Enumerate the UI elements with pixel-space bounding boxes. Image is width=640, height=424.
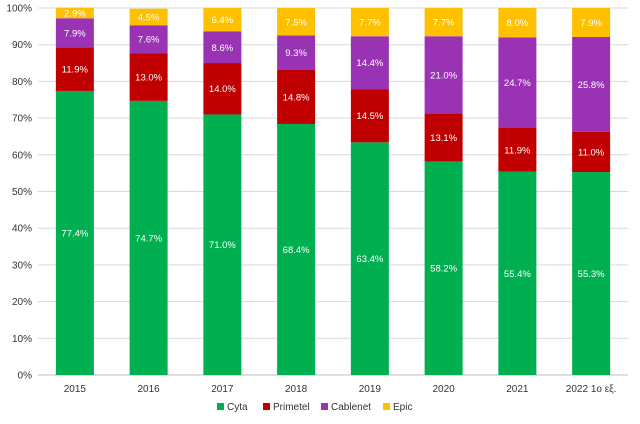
y-tick-label: 30% — [12, 260, 32, 271]
legend-swatch-epic — [383, 403, 390, 410]
data-label-cyta-2022-1: 55.3% — [578, 269, 605, 280]
legend-label-epic: Epic — [393, 402, 412, 413]
gridlines — [38, 7, 628, 376]
data-label-primetel-2018: 14.8% — [283, 92, 310, 103]
y-tick-label: 60% — [12, 150, 32, 161]
bar-primetel-2020 — [424, 113, 463, 162]
data-label-cyta-2018: 68.4% — [283, 245, 310, 256]
data-label-cablenet-2016: 7.6% — [138, 35, 160, 46]
bar-primetel-2016 — [129, 53, 168, 101]
data-label-epic-2020: 7.7% — [433, 18, 455, 29]
bar-primetel-2018 — [277, 69, 316, 124]
legend-label-cyta: Cyta — [227, 402, 248, 413]
y-tick-label: 40% — [12, 224, 32, 235]
y-tick-label: 0% — [18, 371, 33, 382]
bar-cyta-2019 — [350, 142, 389, 375]
y-tick-label: 70% — [12, 114, 32, 125]
legend-label-primetel: Primetel — [273, 402, 310, 413]
bar-cyta-2017 — [203, 114, 242, 376]
x-tick-label: 2017 — [211, 384, 234, 395]
legend-swatch-primetel — [263, 403, 270, 410]
data-label-epic-2019: 7.7% — [359, 18, 381, 29]
x-axis: 2015 2016 2017 2018 2019 2020 2021 2022 1ο εξ. — [64, 384, 617, 395]
bar-primetel-2019 — [350, 89, 389, 143]
y-tick-label: 50% — [12, 187, 32, 198]
bar-cablenet-2020 — [424, 36, 463, 114]
legend: Cyta Primetel Cablenet Epic — [217, 402, 412, 413]
bar-cablenet-2018 — [277, 35, 316, 70]
bar-cablenet-2022-1 — [572, 36, 611, 132]
data-label-primetel-2019: 14.5% — [356, 111, 383, 122]
legend-swatch-cyta — [217, 403, 224, 410]
data-label-primetel-2015: 11.9% — [62, 65, 89, 76]
data-label-cablenet-2017: 8.6% — [212, 43, 234, 54]
x-tick-label: 2016 — [138, 384, 161, 395]
x-tick-label: 2018 — [285, 384, 308, 395]
legend-swatch-cablenet — [321, 403, 328, 410]
bar-cablenet-2019 — [350, 36, 389, 90]
bar-cablenet-2021 — [498, 37, 537, 129]
data-label-primetel-2021: 11.9% — [504, 145, 531, 156]
bar-epic-2020 — [424, 8, 463, 37]
legend-label-cablenet: Cablenet — [331, 402, 371, 413]
bar-cyta-2015 — [55, 90, 94, 375]
data-label-epic-2016: 4.5% — [138, 12, 160, 23]
bar-epic-2021 — [498, 8, 537, 38]
data-label-epic-2021: 8.0% — [507, 18, 529, 29]
data-label-primetel-2017: 14.0% — [209, 84, 236, 95]
data-label-epic-2017: 6.4% — [212, 15, 234, 26]
data-label-cyta-2019: 63.4% — [356, 254, 383, 265]
bar-epic-2017 — [203, 8, 242, 32]
data-label-cablenet-2015: 7.9% — [64, 28, 86, 39]
data-label-cyta-2021: 55.4% — [504, 269, 531, 280]
bar-cablenet-2016 — [129, 25, 168, 54]
bar-cyta-2018 — [277, 123, 316, 375]
y-tick-label: 90% — [12, 40, 32, 51]
data-label-epic-2015: 2.9% — [64, 8, 86, 19]
x-tick-label: 2022 1ο εξ. — [566, 384, 617, 395]
bar-epic-2019 — [350, 8, 389, 37]
bar-epic-2018 — [277, 8, 316, 36]
data-label-primetel-2016: 13.0% — [135, 72, 162, 83]
data-label-cyta-2015: 77.4% — [61, 228, 88, 239]
bar-epic-2016 — [129, 8, 168, 26]
data-label-cablenet-2018: 9.3% — [285, 48, 307, 59]
y-axis: 0% 10% 20% 30% 40% 50% 60% 70% 80% 90% 100% — [6, 4, 32, 382]
bar-cyta-2016 — [129, 100, 168, 375]
bar-cyta-2022-1 — [572, 172, 611, 375]
bar-primetel-2022-1 — [572, 131, 611, 173]
data-label-cablenet-2022-1: 25.8% — [578, 80, 605, 91]
data-label-epic-2022-1: 7.9% — [580, 18, 602, 29]
data-label-cablenet-2019: 14.4% — [356, 58, 383, 69]
data-label-epic-2018: 7.5% — [285, 17, 307, 28]
y-tick-label: 20% — [12, 297, 32, 308]
x-tick-label: 2020 — [433, 384, 456, 395]
data-label-primetel-2022-1: 11.0% — [578, 147, 605, 158]
data-labels: 77.4% 11.9% 7.9% 2.9% 74.7% 13.0% 7.6% 4.5% 71.0… — [61, 8, 605, 280]
data-label-cyta-2017: 71.0% — [209, 240, 236, 251]
bar-primetel-2017 — [203, 63, 242, 115]
data-label-primetel-2020: 13.1% — [430, 133, 457, 144]
bar-epic-2022-1 — [572, 8, 611, 37]
data-label-cablenet-2021: 24.7% — [504, 78, 531, 89]
bar-cablenet-2015 — [55, 18, 94, 48]
data-label-cyta-2020: 58.2% — [430, 264, 457, 275]
x-tick-label: 2021 — [506, 384, 529, 395]
bar-cablenet-2017 — [203, 31, 242, 64]
x-tick-label: 2015 — [64, 384, 87, 395]
data-label-cablenet-2020: 21.0% — [430, 70, 457, 81]
y-tick-label: 100% — [6, 4, 32, 15]
y-tick-label: 80% — [12, 77, 32, 88]
bar-cyta-2021 — [498, 171, 537, 375]
x-tick-label: 2019 — [359, 384, 382, 395]
bar-primetel-2015 — [55, 47, 94, 91]
y-tick-label: 10% — [12, 334, 32, 345]
data-label-cyta-2016: 74.7% — [135, 233, 162, 244]
bar-primetel-2021 — [498, 128, 537, 172]
bar-cyta-2020 — [424, 161, 463, 375]
bars — [55, 7, 611, 376]
bar-epic-2015 — [55, 7, 94, 19]
